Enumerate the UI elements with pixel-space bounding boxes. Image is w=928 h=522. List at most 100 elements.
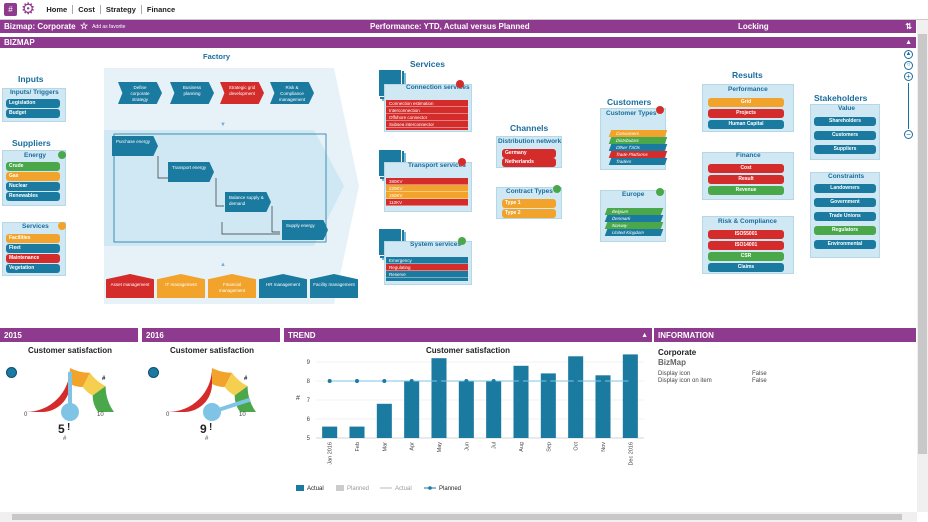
factory-top-process[interactable]: Risk & Compliance management — [270, 82, 314, 104]
layer-item[interactable]: United Kingdom — [604, 229, 664, 236]
result-item[interactable]: Landowners — [814, 184, 876, 193]
gauge-band — [92, 386, 114, 412]
nav-item-cost[interactable]: Cost — [72, 5, 100, 14]
gauge-band — [82, 372, 106, 396]
result-item[interactable]: Revenue — [708, 186, 784, 195]
page-title: Bizmap: Corporate — [4, 22, 76, 31]
gauge-tag: # — [244, 376, 248, 382]
layer-item[interactable]: Distributors — [608, 137, 668, 144]
factory-support-process[interactable]: IT management — [157, 274, 205, 298]
service-line-item[interactable]: Subsea interconnector — [386, 121, 468, 128]
result-item[interactable]: Environmental — [814, 240, 876, 249]
result-item[interactable]: Suppliers — [814, 145, 876, 154]
result-item[interactable]: Government — [814, 198, 876, 207]
layer-item[interactable]: Norway — [604, 222, 664, 229]
settings-gear-icon[interactable]: ⚙ — [21, 0, 36, 18]
add-favorite-link[interactable]: Add as favorite — [92, 23, 126, 30]
service-line-item[interactable]: Interconnection — [386, 107, 468, 114]
x-tick-label: Nov — [601, 442, 607, 452]
service-line-item[interactable]: Reserve — [386, 271, 468, 278]
nav-item-strategy[interactable]: Strategy — [99, 5, 141, 14]
factory-support-process[interactable]: HR management — [259, 274, 307, 298]
factory-flow-step[interactable]: Balance supply & demand — [225, 192, 271, 212]
sort-icon[interactable]: ⇅ — [905, 22, 912, 31]
service-line-item[interactable]: 150KV — [386, 192, 468, 199]
gauge-unit: # — [205, 436, 209, 442]
service-item[interactable]: Maintenance — [6, 254, 60, 263]
factory-flow-step[interactable]: Purchase energy — [112, 136, 158, 156]
result-item[interactable]: ISO14001 — [708, 241, 784, 250]
vertical-scrollbar[interactable] — [917, 20, 928, 512]
result-item[interactable]: Shareholders — [814, 117, 876, 126]
zoom-in-icon[interactable]: + — [904, 72, 913, 81]
contract-item[interactable]: Type 2 — [502, 209, 556, 218]
service-line-item[interactable]: Connection estimation — [386, 100, 468, 107]
result-item[interactable]: Customers — [814, 131, 876, 140]
layer-item[interactable]: Trade Platforms — [608, 151, 668, 158]
service-item[interactable]: Fleet — [6, 244, 60, 253]
bar-actual — [349, 426, 365, 438]
zoom-up-icon[interactable]: ▲ — [904, 50, 913, 59]
star-icon[interactable]: ☆ — [80, 21, 89, 31]
zoom-reset-icon[interactable]: ○ — [904, 61, 913, 70]
info-key: Display icon on item — [658, 378, 712, 384]
service-item[interactable]: Vegetation — [6, 264, 60, 273]
horizontal-scrollbar[interactable] — [0, 512, 917, 522]
factory-flow-step[interactable]: Transport energy — [168, 162, 214, 182]
result-item[interactable]: Regulators — [814, 226, 876, 235]
trigger-item[interactable]: Legislation — [6, 99, 60, 108]
drilldown-icon[interactable] — [148, 367, 159, 378]
layer-item[interactable]: Other TSOs — [608, 144, 668, 151]
service-line-item[interactable]: Regulating — [386, 264, 468, 271]
layer-item[interactable]: Belgium — [604, 208, 664, 215]
service-line-item[interactable]: 220KV — [386, 185, 468, 192]
result-item[interactable]: Human Capital — [708, 120, 784, 129]
factory-support-process[interactable]: Financial management — [208, 274, 256, 298]
contract-title: Contract Types — [506, 188, 553, 195]
collapse-icon[interactable]: ▲ — [905, 39, 912, 46]
layer-item[interactable]: Consumers — [608, 130, 668, 137]
service-line-item[interactable]: 110KV — [386, 199, 468, 206]
value-title: Value — [838, 105, 855, 112]
result-item[interactable]: Claims — [708, 263, 784, 272]
service-line-item[interactable]: Offshore connector — [386, 114, 468, 121]
services-title: Services — [410, 59, 445, 69]
factory-top-process[interactable]: Business planning — [170, 82, 214, 104]
contract-item[interactable]: Type 1 — [502, 199, 556, 208]
energy-item[interactable]: Gas — [6, 172, 60, 181]
result-item[interactable]: Cost — [708, 164, 784, 173]
energy-item[interactable]: Renewables — [6, 192, 60, 201]
factory-flow-step[interactable]: Supply energy — [282, 220, 328, 240]
result-item[interactable]: Grid — [708, 98, 784, 107]
locking-label: Locking — [738, 22, 769, 31]
planned-point — [409, 379, 414, 383]
layer-item[interactable]: Denmark — [604, 215, 664, 222]
factory-support-process[interactable]: Asset management — [106, 274, 154, 298]
result-item[interactable]: Result — [708, 175, 784, 184]
energy-item[interactable]: Crude — [6, 162, 60, 171]
gauge-band — [212, 368, 232, 388]
zoom-out-icon[interactable]: − — [904, 130, 913, 139]
factory-top-process[interactable]: Define corporate strategy — [118, 82, 162, 104]
nav-item-home[interactable]: Home — [46, 5, 68, 14]
home-logo-icon[interactable]: # — [4, 3, 17, 16]
trigger-item[interactable]: Budget — [6, 109, 60, 118]
result-item[interactable]: CSR — [708, 252, 784, 261]
planned-point — [437, 379, 441, 383]
zoom-slider[interactable] — [908, 83, 909, 129]
layer-item[interactable]: Traders — [608, 158, 668, 165]
drilldown-icon[interactable] — [6, 367, 17, 378]
nav-item-finance[interactable]: Finance — [140, 5, 180, 14]
service-line-item[interactable]: 380KV — [386, 178, 468, 185]
distribution-item[interactable]: Netherlands — [502, 158, 556, 167]
factory-support-process[interactable]: Facility management — [310, 274, 358, 298]
factory-top-process[interactable]: Strategic grid development — [220, 82, 264, 104]
service-line-item[interactable]: Emergency — [386, 257, 468, 264]
result-item[interactable]: Trade Unions — [814, 212, 876, 221]
distribution-item[interactable]: Germany — [502, 149, 556, 158]
result-item[interactable]: ISO55001 — [708, 230, 784, 239]
energy-item[interactable]: Nuclear — [6, 182, 60, 191]
service-item[interactable]: Facilities — [6, 234, 60, 243]
trend-collapse-icon[interactable]: ▲ — [641, 331, 648, 339]
result-item[interactable]: Projects — [708, 109, 784, 118]
